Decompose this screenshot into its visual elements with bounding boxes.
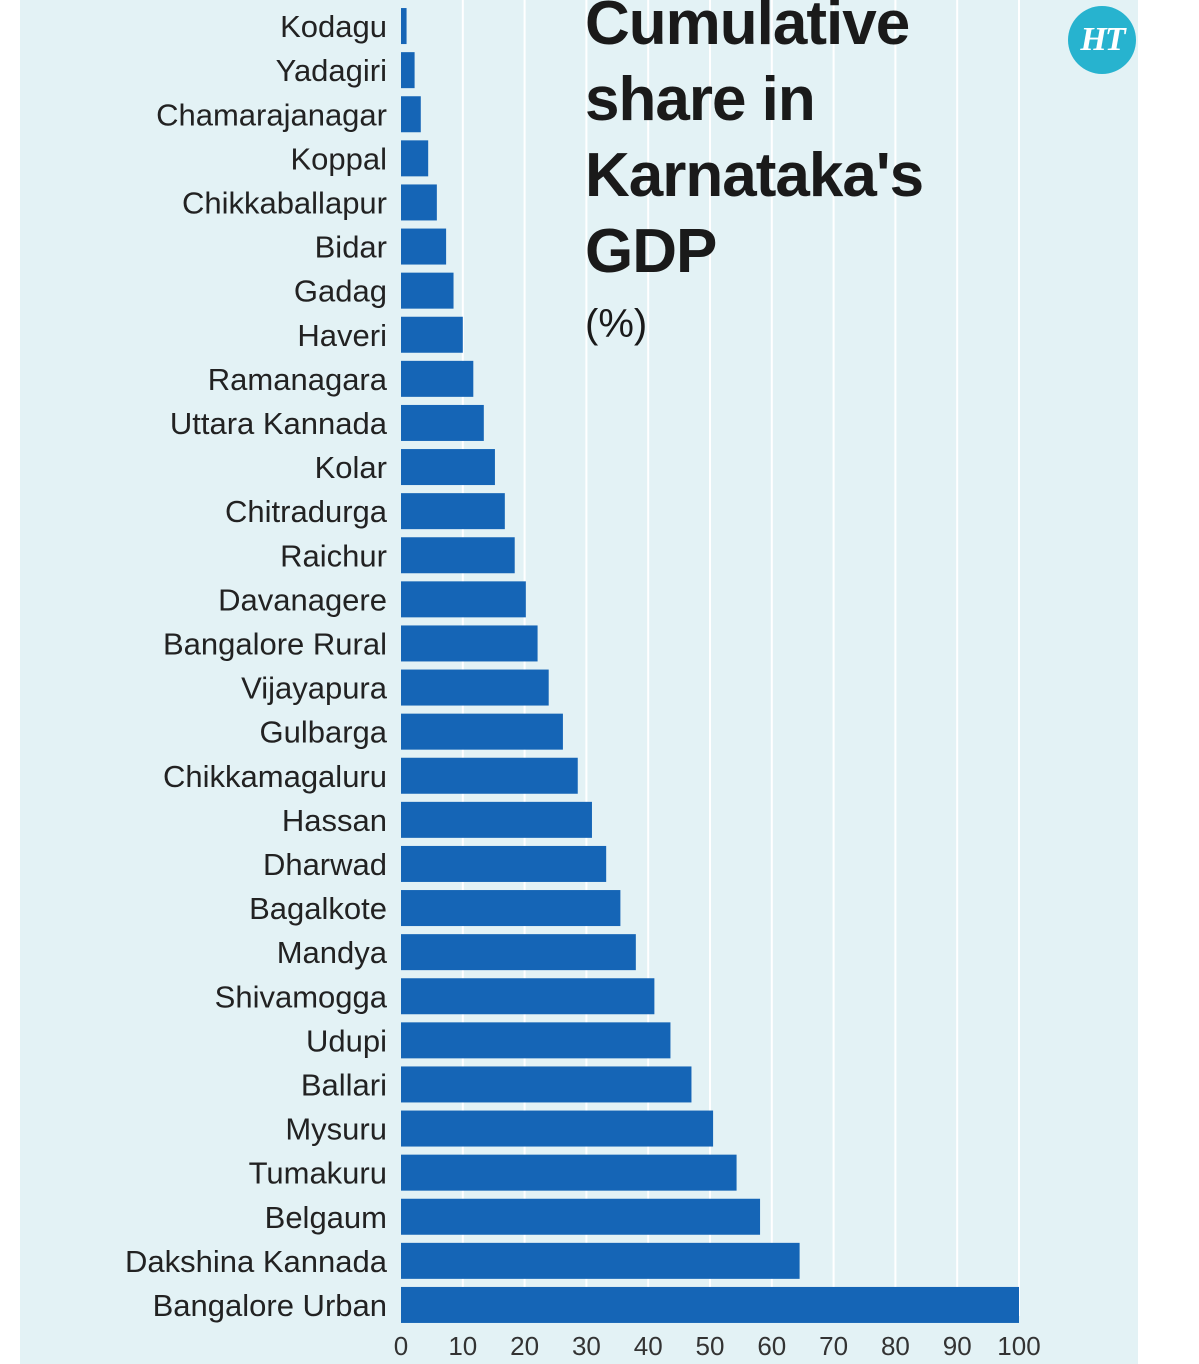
category-label: Bagalkote (249, 891, 387, 926)
category-label: Mandya (277, 935, 388, 970)
title-line: GDP (585, 217, 717, 286)
category-label: Yadagiri (276, 53, 387, 88)
bar (401, 404, 484, 441)
bar (401, 934, 636, 971)
bar (401, 625, 538, 662)
bar (401, 52, 415, 89)
category-label: Koppal (290, 141, 387, 176)
x-tick-label: 70 (819, 1331, 848, 1361)
category-label: Chikkamagaluru (163, 759, 387, 794)
category-labels: Kodagu Yadagiri Chamarajanagar Koppal Chikka… (125, 9, 388, 1323)
bar (401, 449, 495, 486)
x-tick-label: 80 (881, 1331, 910, 1361)
x-tick-label: 30 (572, 1331, 601, 1361)
category-label: Shivamogga (215, 979, 388, 1014)
x-tick-label: 10 (448, 1331, 477, 1361)
title-line: Karnataka's (585, 141, 924, 210)
category-label: Chikkaballapur (182, 185, 387, 220)
bar (401, 184, 437, 221)
ht-logo: HT (1068, 6, 1136, 74)
x-tick-label: 20 (510, 1331, 539, 1361)
bar (401, 1286, 1019, 1323)
title-line: share in (585, 65, 816, 134)
bar (401, 1198, 761, 1235)
category-label: Kolar (315, 450, 387, 485)
x-tick-label: 100 (997, 1331, 1040, 1361)
category-label: Chamarajanagar (156, 97, 387, 132)
bar (401, 845, 607, 882)
x-tick-label: 90 (943, 1331, 972, 1361)
bar-chart: Kodagu Yadagiri Chamarajanagar Koppal Chikka… (125, 0, 1041, 1361)
category-label: Kodagu (280, 9, 387, 44)
category-label: Bidar (315, 230, 387, 265)
category-label: Uttara Kannada (170, 406, 388, 441)
category-label: Mysuru (285, 1112, 387, 1147)
category-label: Hassan (282, 803, 387, 838)
category-label: Davanagere (218, 582, 387, 617)
category-label: Vijayapura (241, 671, 388, 706)
bar (401, 228, 447, 265)
bar (401, 801, 592, 838)
category-label: Bangalore Urban (153, 1288, 387, 1323)
bar (401, 581, 526, 618)
category-label: Udupi (306, 1023, 387, 1058)
bar (401, 360, 474, 397)
category-label: Dakshina Kannada (125, 1244, 388, 1279)
bar (401, 493, 505, 530)
unit-label: (%) (585, 302, 648, 346)
bar (401, 1242, 800, 1279)
category-label: Raichur (280, 538, 387, 573)
category-label: Dharwad (263, 847, 387, 882)
title-line: Cumulative (585, 0, 910, 58)
x-axis-ticks: 0 10 20 30 40 50 60 70 80 90 100 (394, 1331, 1041, 1361)
category-label: Gadag (294, 274, 387, 309)
bars (401, 8, 1019, 1323)
x-tick-label: 60 (757, 1331, 786, 1361)
bar (401, 978, 655, 1015)
bar (401, 757, 578, 794)
gridlines (461, 0, 1020, 1316)
category-label: Gulbarga (259, 715, 387, 750)
bar (401, 713, 563, 750)
category-label: Tumakuru (249, 1156, 387, 1191)
category-label: Haveri (297, 318, 387, 353)
bar (401, 8, 407, 45)
chart-title: Cumulative share in Karnataka's GDP (585, 0, 1005, 290)
category-label: Bangalore Rural (163, 626, 387, 661)
bar (401, 1154, 737, 1191)
category-label: Chitradurga (225, 494, 388, 529)
bar (401, 316, 463, 353)
bar (401, 669, 549, 706)
bar (401, 1022, 671, 1059)
bar (401, 1066, 692, 1103)
x-tick-label: 40 (634, 1331, 663, 1361)
bar (401, 272, 454, 309)
x-tick-label: 0 (394, 1331, 408, 1361)
category-label: Ramanagara (208, 362, 388, 397)
bar (401, 140, 429, 177)
bar (401, 96, 421, 133)
bar (401, 1110, 714, 1147)
category-label: Belgaum (265, 1200, 387, 1235)
category-label: Ballari (301, 1067, 387, 1102)
x-tick-label: 50 (696, 1331, 725, 1361)
bar (401, 890, 621, 927)
chart-panel: Kodagu Yadagiri Chamarajanagar Koppal Chikka… (20, 0, 1138, 1364)
bar (401, 537, 515, 574)
